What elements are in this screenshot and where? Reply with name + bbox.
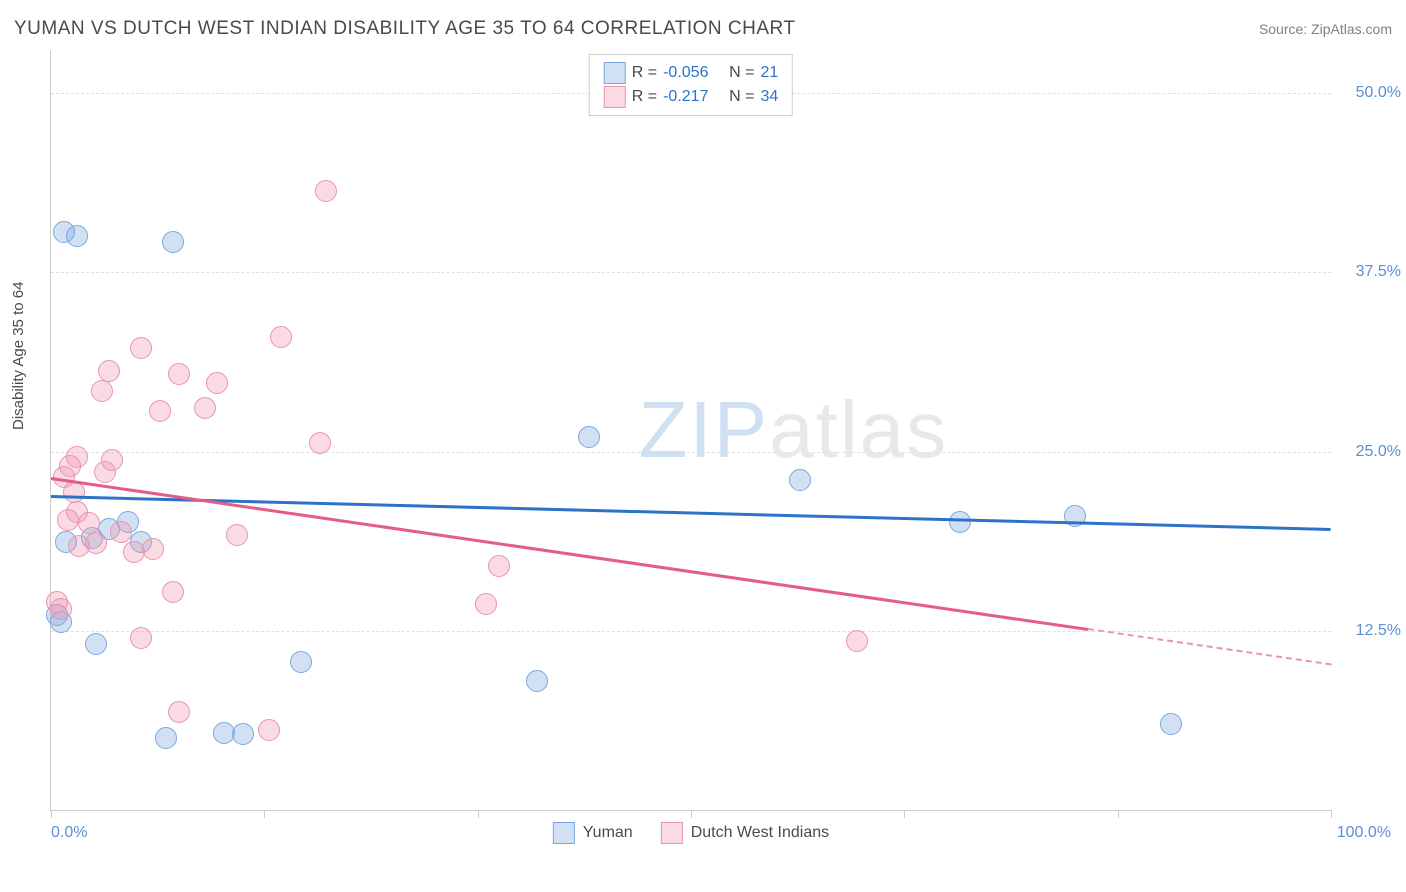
gridline	[51, 631, 1331, 632]
n-value-dwi: 34	[760, 85, 778, 109]
y-axis-label: Disability Age 35 to 64	[10, 282, 27, 430]
scatter-point	[130, 627, 152, 649]
x-tick	[51, 810, 52, 818]
gridline	[51, 452, 1331, 453]
x-tick-label-right: 100.0%	[1337, 824, 1391, 842]
scatter-point	[68, 535, 90, 557]
x-tick	[904, 810, 905, 818]
scatter-point	[162, 231, 184, 253]
series-legend: Yuman Dutch West Indians	[553, 822, 829, 844]
watermark-atlas: atlas	[769, 385, 948, 474]
scatter-point	[149, 400, 171, 422]
scatter-point	[475, 593, 497, 615]
r-label: R =	[632, 85, 657, 109]
x-tick	[1118, 810, 1119, 818]
scatter-point	[85, 633, 107, 655]
scatter-point	[270, 326, 292, 348]
scatter-point	[488, 555, 510, 577]
scatter-point	[78, 512, 100, 534]
r-label: R =	[632, 61, 657, 85]
scatter-plot-area: ZIPatlas R = -0.056 N = 21 R = -0.217 N …	[50, 50, 1331, 811]
x-tick	[264, 810, 265, 818]
y-tick-label: 25.0%	[1356, 443, 1401, 461]
x-tick-label-left: 0.0%	[51, 824, 87, 842]
scatter-point	[155, 727, 177, 749]
scatter-point	[258, 719, 280, 741]
scatter-point	[162, 581, 184, 603]
trendline	[51, 495, 1331, 530]
scatter-point	[142, 538, 164, 560]
correlation-legend: R = -0.056 N = 21 R = -0.217 N = 34	[589, 54, 793, 116]
x-tick	[478, 810, 479, 818]
r-value-yuman: -0.056	[663, 61, 723, 85]
r-value-dwi: -0.217	[663, 85, 723, 109]
scatter-point	[206, 372, 228, 394]
y-tick-label: 12.5%	[1356, 622, 1401, 640]
scatter-point	[290, 651, 312, 673]
n-value-yuman: 21	[760, 61, 778, 85]
scatter-point	[846, 630, 868, 652]
scatter-point	[130, 337, 152, 359]
scatter-point	[578, 426, 600, 448]
legend-row-dwi: R = -0.217 N = 34	[604, 85, 778, 109]
swatch-dwi-icon	[661, 822, 683, 844]
swatch-yuman	[604, 62, 626, 84]
gridline	[51, 272, 1331, 273]
scatter-point	[226, 524, 248, 546]
scatter-point	[94, 461, 116, 483]
scatter-point	[789, 469, 811, 491]
swatch-yuman-icon	[553, 822, 575, 844]
scatter-point	[309, 432, 331, 454]
scatter-point	[91, 380, 113, 402]
swatch-dwi	[604, 86, 626, 108]
scatter-point	[57, 509, 79, 531]
trendline-extrapolated	[1088, 628, 1331, 665]
scatter-point	[110, 521, 132, 543]
scatter-point	[98, 360, 120, 382]
scatter-point	[168, 363, 190, 385]
x-tick	[1331, 810, 1332, 818]
chart-title: YUMAN VS DUTCH WEST INDIAN DISABILITY AG…	[14, 18, 796, 40]
scatter-point	[50, 598, 72, 620]
watermark-zip: ZIP	[639, 385, 769, 474]
n-label: N =	[729, 61, 754, 85]
scatter-point	[168, 701, 190, 723]
source-attribution: Source: ZipAtlas.com	[1259, 21, 1392, 37]
scatter-point	[1160, 713, 1182, 735]
scatter-point	[66, 225, 88, 247]
scatter-point	[194, 397, 216, 419]
scatter-point	[232, 723, 254, 745]
x-tick	[691, 810, 692, 818]
scatter-point	[315, 180, 337, 202]
legend-item-yuman: Yuman	[553, 822, 633, 844]
legend-label-dwi: Dutch West Indians	[691, 824, 829, 842]
n-label: N =	[729, 85, 754, 109]
y-tick-label: 50.0%	[1356, 84, 1401, 102]
trendline	[51, 477, 1088, 630]
legend-row-yuman: R = -0.056 N = 21	[604, 61, 778, 85]
scatter-point	[123, 541, 145, 563]
chart-header: YUMAN VS DUTCH WEST INDIAN DISABILITY AG…	[14, 18, 1392, 40]
legend-item-dwi: Dutch West Indians	[661, 822, 829, 844]
y-tick-label: 37.5%	[1356, 263, 1401, 281]
legend-label-yuman: Yuman	[583, 824, 633, 842]
scatter-point	[949, 511, 971, 533]
scatter-point	[526, 670, 548, 692]
watermark: ZIPatlas	[639, 384, 948, 476]
